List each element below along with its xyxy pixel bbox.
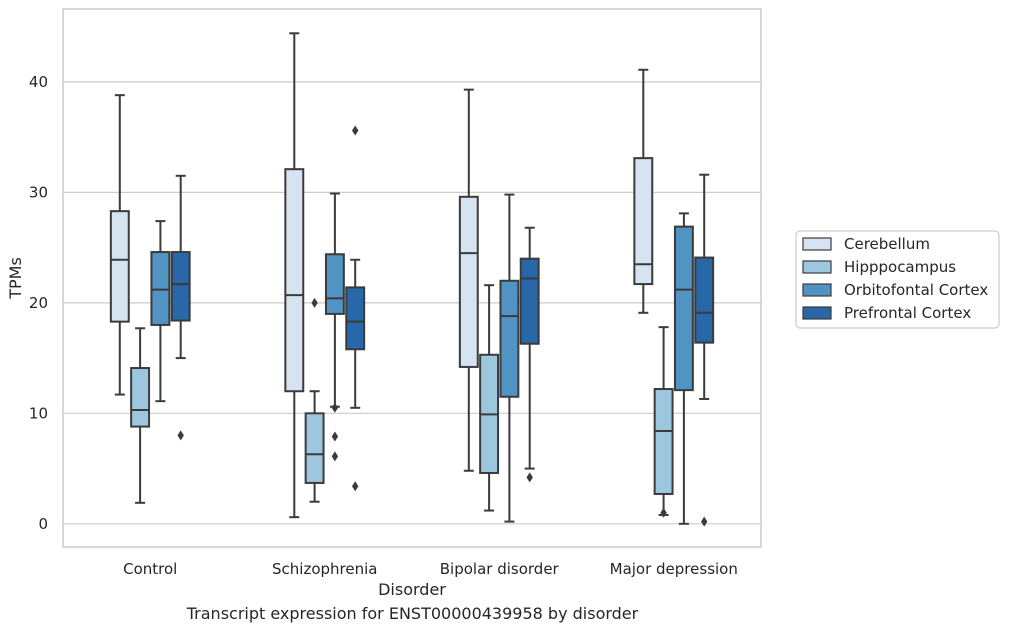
box-orbitofontal-cortex — [673, 212, 694, 525]
box-iqr — [673, 225, 694, 392]
box-iqr — [304, 412, 325, 484]
box-cerebellum — [284, 32, 305, 519]
x-tick-label: Schizophrenia — [272, 560, 377, 578]
x-tick-label: Control — [123, 560, 177, 578]
outlier-point — [352, 125, 359, 136]
y-tick-label: 30 — [29, 183, 48, 201]
legend-swatch — [802, 283, 832, 297]
outlier-point — [177, 430, 184, 441]
box-iqr — [499, 279, 520, 398]
y-tick-label: 40 — [29, 73, 48, 91]
outlier-point — [331, 431, 339, 442]
outlier-point — [352, 481, 359, 492]
x-tick-labels: Control Schizophrenia Bipolar disorder Majo… — [123, 560, 738, 578]
box-iqr — [130, 367, 151, 428]
box-hipppocampus — [304, 297, 325, 503]
box-iqr — [633, 157, 654, 286]
legend-frame — [795, 230, 1000, 329]
box-cerebellum — [109, 94, 130, 396]
box-iqr — [284, 168, 305, 393]
box-iqr — [170, 251, 191, 322]
y-tick-label: 20 — [29, 294, 48, 312]
figure-caption: Transcript expression for ENST0000043995… — [186, 604, 639, 623]
y-tick-labels: 0 10 20 30 40 — [29, 73, 48, 533]
box-cerebellum — [633, 68, 654, 314]
x-axis-label: Disorder — [378, 580, 446, 599]
legend-swatch — [802, 306, 832, 320]
outlier-point — [701, 516, 708, 527]
box-iqr — [694, 256, 715, 344]
outlier-point — [331, 451, 339, 462]
box-iqr — [345, 286, 366, 351]
box-orbitofontal-cortex — [499, 193, 520, 523]
outlier-point — [331, 402, 339, 413]
box-iqr — [109, 210, 130, 323]
box-hipppocampus — [130, 327, 151, 504]
box-prefrontal-cortex — [694, 173, 715, 527]
x-tick-label: Bipolar disorder — [440, 560, 560, 578]
outlier-point — [660, 507, 667, 518]
legend-label: Hipppocampus — [844, 258, 956, 276]
outlier-point — [526, 472, 533, 483]
box-orbitofontal-cortex — [324, 192, 345, 462]
y-tick-label: 0 — [38, 515, 48, 533]
legend-label: Prefrontal Cortex — [844, 304, 971, 322]
box-prefrontal-cortex — [170, 174, 191, 441]
boxes — [109, 32, 715, 527]
box-cerebellum — [458, 88, 479, 472]
box-iqr — [653, 388, 674, 495]
box-prefrontal-cortex — [519, 226, 540, 483]
box-orbitofontal-cortex — [150, 220, 171, 403]
plot-frame — [62, 8, 762, 548]
box-iqr — [150, 251, 171, 326]
legend-label: Orbitofontal Cortex — [844, 281, 988, 299]
legend: Cerebellum Hipppocampus Orbitofontal Corte… — [795, 230, 1000, 329]
legend-swatch — [802, 237, 832, 251]
box-iqr — [458, 195, 479, 368]
legend-swatch — [802, 260, 832, 274]
box-iqr — [324, 253, 345, 315]
outlier-point — [311, 297, 318, 308]
y-axis-label: TPMs — [6, 257, 25, 300]
box-iqr — [519, 257, 540, 345]
x-tick-label: Major depression — [610, 560, 738, 578]
box-hipppocampus — [653, 326, 674, 518]
legend-label: Cerebellum — [844, 235, 930, 253]
box-hipppocampus — [479, 284, 500, 512]
box-prefrontal-cortex — [345, 125, 366, 492]
y-tick-label: 10 — [29, 404, 48, 422]
